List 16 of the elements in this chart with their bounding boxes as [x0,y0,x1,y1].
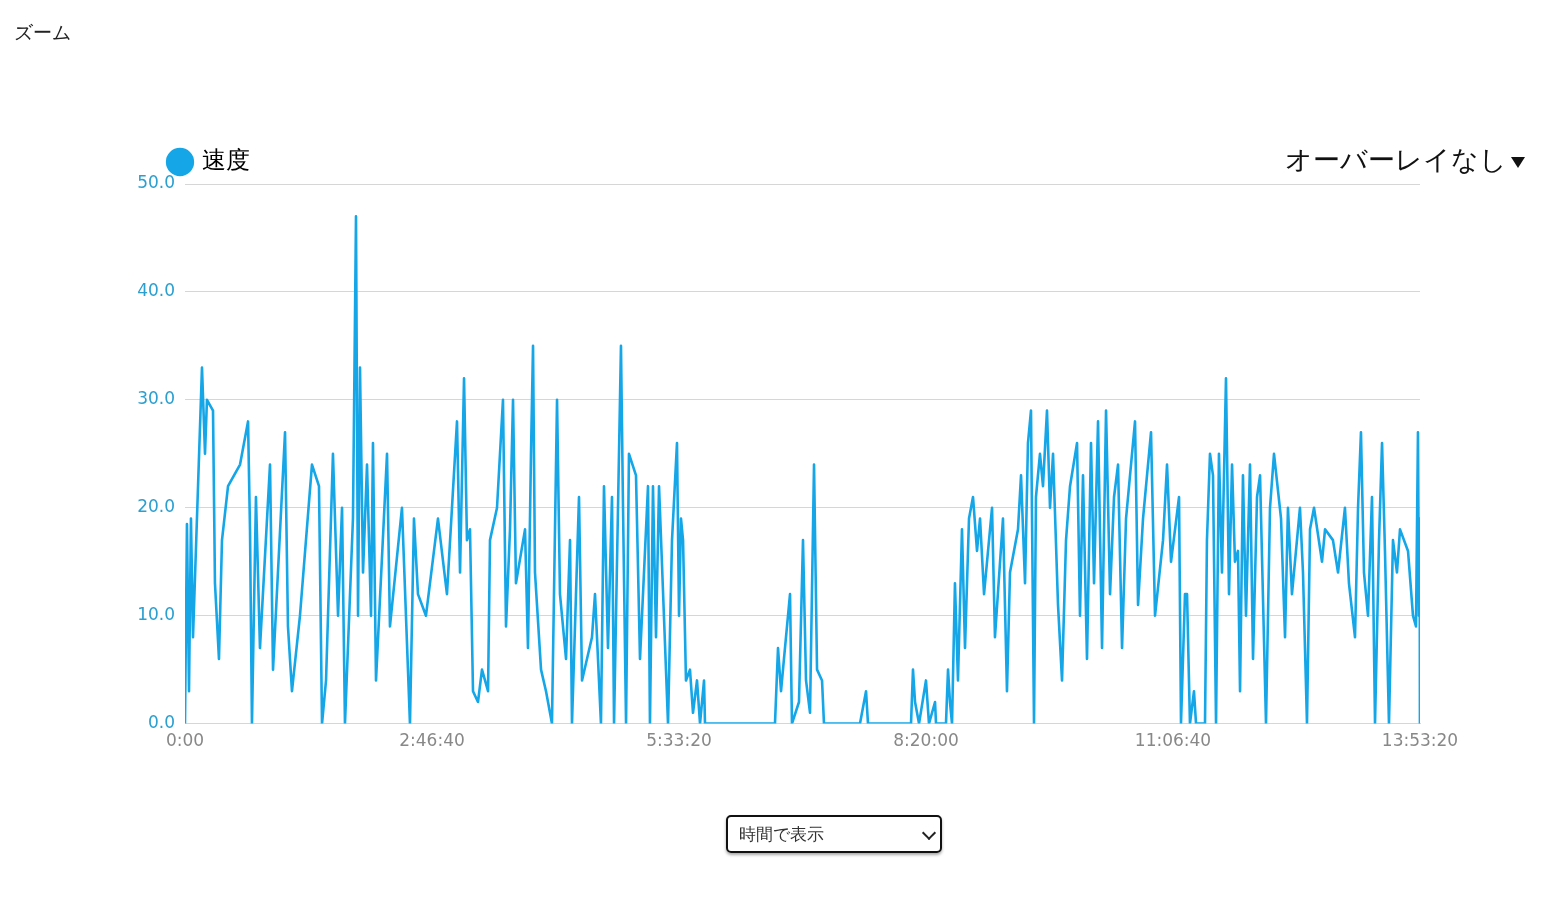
y-tick-label: 10.0 [137,604,175,625]
x-tick-label: 11:06:40 [1134,730,1212,751]
text: オーバーレイなし [1285,143,1507,177]
y-tick-label: 0.0 [147,712,175,733]
x-tick-label: 8:20:00 [893,730,959,751]
y-tick-label: 20.0 [137,496,175,517]
x-tick-label: 13:53:20 [1381,730,1459,751]
x-tick-label: 2:46:40 [399,730,465,751]
y-tick-label: 30.0 [137,388,175,409]
text: ズーム [14,20,71,45]
legend-label: 速度 [202,146,250,175]
y-tick-label: 50.0 [137,172,175,193]
text: 時間で表示 [739,822,824,846]
x-tick-label: 0:00 [165,730,205,751]
y-tick-label: 40.0 [137,280,175,301]
x-tick-label: 5:33:20 [646,730,712,751]
